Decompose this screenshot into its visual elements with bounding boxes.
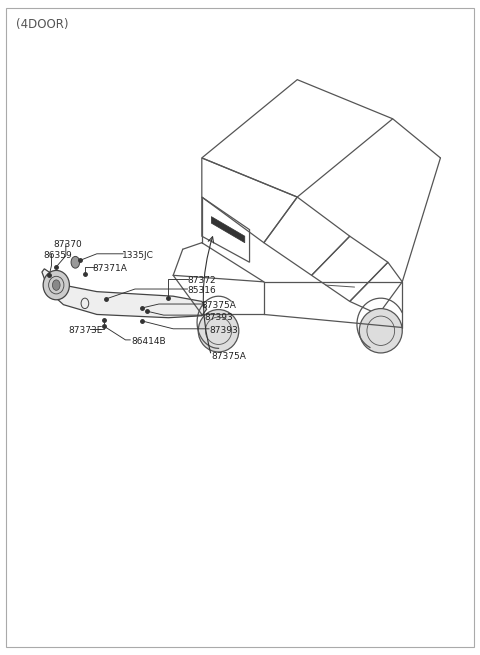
Text: 86359: 86359: [43, 252, 72, 260]
Text: 87371A: 87371A: [92, 265, 127, 273]
Text: 87375A: 87375A: [202, 301, 237, 310]
Ellipse shape: [360, 309, 402, 353]
Text: 87370: 87370: [53, 240, 82, 249]
Text: 85316: 85316: [188, 286, 216, 295]
Polygon shape: [42, 269, 206, 318]
Text: 87393: 87393: [209, 326, 238, 335]
Text: (4DOOR): (4DOOR): [16, 18, 68, 31]
Ellipse shape: [43, 271, 70, 300]
Text: 1335JC: 1335JC: [121, 252, 154, 260]
Text: 87375A: 87375A: [211, 352, 246, 362]
Ellipse shape: [198, 310, 239, 352]
Text: 87373E: 87373E: [68, 326, 103, 335]
Polygon shape: [211, 217, 245, 243]
Text: 87372: 87372: [188, 276, 216, 285]
Circle shape: [71, 256, 80, 268]
Text: 87393: 87393: [204, 312, 233, 322]
Text: 86414B: 86414B: [132, 337, 166, 346]
Circle shape: [52, 280, 60, 290]
